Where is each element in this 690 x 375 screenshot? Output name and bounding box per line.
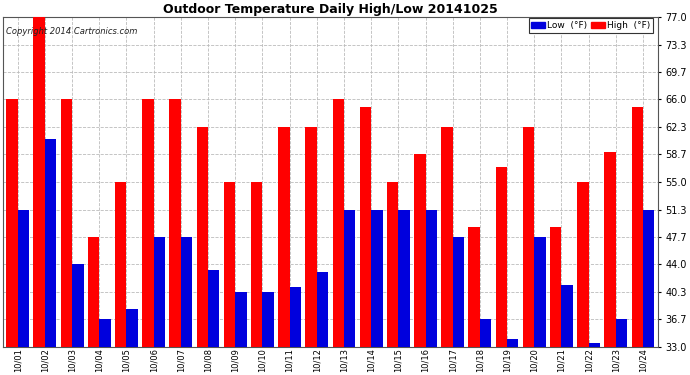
Bar — [208, 270, 219, 347]
Bar — [306, 127, 317, 347]
Bar — [469, 227, 480, 347]
Bar — [398, 210, 410, 347]
Bar — [426, 210, 437, 347]
Bar — [523, 127, 534, 347]
Bar — [251, 182, 262, 347]
Bar — [45, 139, 57, 347]
Bar — [359, 107, 371, 347]
Bar — [604, 152, 615, 347]
Bar — [615, 319, 627, 347]
Bar — [34, 17, 45, 347]
Bar — [181, 237, 193, 347]
Bar — [72, 264, 83, 347]
Bar — [344, 210, 355, 347]
Bar — [99, 319, 110, 347]
Bar — [495, 167, 507, 347]
Bar — [387, 182, 398, 347]
Bar — [589, 343, 600, 347]
Bar — [631, 107, 643, 347]
Bar — [126, 309, 138, 347]
Bar — [534, 237, 546, 347]
Bar — [154, 237, 165, 347]
Bar — [480, 319, 491, 347]
Bar — [507, 339, 518, 347]
Bar — [290, 287, 301, 347]
Text: Copyright 2014 Cartronics.com: Copyright 2014 Cartronics.com — [6, 27, 137, 36]
Bar — [317, 272, 328, 347]
Bar — [115, 182, 126, 347]
Bar — [550, 227, 562, 347]
Bar — [371, 210, 382, 347]
Bar — [453, 237, 464, 347]
Bar — [197, 127, 208, 347]
Bar — [262, 292, 274, 347]
Bar — [235, 292, 246, 347]
Bar — [562, 285, 573, 347]
Bar — [18, 210, 29, 347]
Bar — [278, 127, 290, 347]
Bar — [333, 99, 344, 347]
Bar — [643, 210, 654, 347]
Bar — [170, 99, 181, 347]
Bar — [6, 99, 18, 347]
Bar — [578, 182, 589, 347]
Bar — [224, 182, 235, 347]
Bar — [88, 237, 99, 347]
Bar — [442, 127, 453, 347]
Title: Outdoor Temperature Daily High/Low 20141025: Outdoor Temperature Daily High/Low 20141… — [163, 3, 497, 16]
Bar — [61, 99, 72, 347]
Bar — [142, 99, 154, 347]
Legend: Low  (°F), High  (°F): Low (°F), High (°F) — [529, 18, 653, 33]
Bar — [414, 154, 426, 347]
